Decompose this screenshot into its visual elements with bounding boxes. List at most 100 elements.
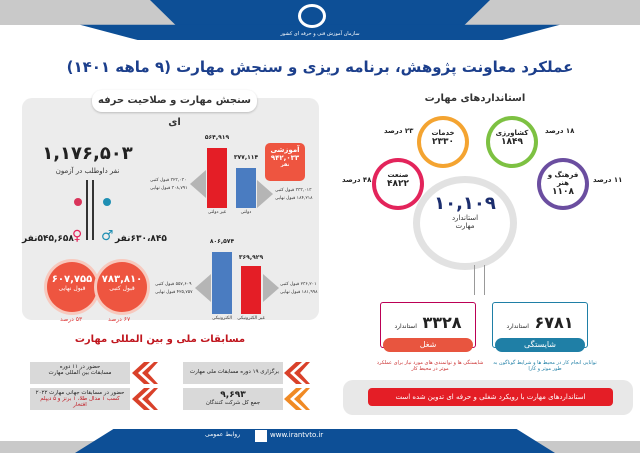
chevron-icon	[132, 388, 158, 410]
chevron-icon	[132, 362, 158, 384]
header-banner-wide	[80, 24, 560, 40]
chart1-left-note: ۳۰۸,۷۹۱ قبول نهایی	[150, 186, 188, 191]
bar-electronic-value: ۸۰۶,۵۷۴	[209, 238, 235, 245]
standards-note: استانداردهای مهارت با رویکرد شغلی و حرفه…	[368, 388, 613, 406]
category-value: ۴۸۲۲	[387, 179, 409, 189]
written-pass-label: قبول کتبی	[109, 285, 135, 292]
job-desc: شایستگی ها و توانمندی های مورد نیاز برای…	[376, 360, 484, 372]
culture-pct: ۱۱ درصد	[593, 176, 623, 184]
org-name: سازمان آموزش فنی و حرفه ای کشور	[280, 31, 360, 37]
competency-value: ۶۷۸۱	[534, 313, 574, 332]
international-competitions: حضور در ۱۱ دوره مسابقات بین المللی مهارت	[30, 362, 130, 384]
bar-electronic	[212, 252, 232, 314]
world-line2: کسب ۱ مدال طلا، ۱ برنز و ۵ دیپلم افتخار	[40, 396, 120, 408]
category-culture-art: فرهنگ و هنر ۱۱۰۸	[541, 162, 585, 206]
final-pass-circle: ۶۰۷,۷۵۵ قبول نهایی	[47, 262, 97, 312]
written-pct: ۶۷ درصد	[108, 316, 131, 323]
bar-gov-label: دولتی	[240, 210, 252, 215]
job-pill: شغل	[383, 338, 473, 352]
category-value: ۲۳۳۰	[432, 137, 454, 147]
services-pct: ۲۳ درصد	[384, 127, 414, 135]
participants-total: ۹,۶۹۳ جمع کل شرکت کنندگان	[183, 388, 283, 410]
connector	[474, 265, 475, 295]
final-pct: ۵۳ درصد	[60, 316, 83, 323]
standards-title: استانداردهای مهارت	[424, 93, 526, 104]
competency-unit: استاندارد	[506, 323, 529, 330]
chart2-right-note: ۱۸۱,۹۹۸ قبول نهایی	[280, 290, 318, 295]
total-candidates-label: نفر داوطلب در آزمون	[55, 167, 120, 175]
written-pass-value: ۷۸۳,۸۱۰	[101, 274, 143, 285]
total-standards: ۱۰,۱۰۹ استاندارد مهارت	[420, 183, 510, 263]
male-dot	[103, 198, 111, 206]
male-icon: ♂	[101, 228, 114, 244]
training-badge: آموزشی ۹۴۲,۰۳۳ نفر	[265, 143, 305, 181]
participants-value: ۹,۶۹۳	[220, 390, 246, 400]
total-standards-label: استاندارد	[451, 214, 479, 222]
category-name: خدمات	[431, 129, 455, 137]
category-name: صنعت	[387, 171, 409, 179]
badge-value: ۹۴۲,۰۳۳	[270, 154, 300, 162]
org-logo-icon	[298, 4, 326, 28]
job-standards-value: ۳۳۲۸ استاندارد	[381, 313, 475, 332]
male-count: ۶۳۰،۸۴۵نفر	[115, 234, 167, 244]
category-value: ۱۱۰۸	[552, 187, 574, 197]
total-candidates: ۱,۱۷۶,۵۰۳	[42, 143, 133, 164]
chart1-right-note: ۳۳۳,۰۱۳ قبول کتبی	[275, 188, 312, 193]
competency-desc: توانایی انجام کار در محیط ها و شرایط گون…	[493, 360, 597, 372]
category-name: فرهنگ و هنر	[547, 171, 579, 187]
chevron-icon	[284, 388, 310, 410]
final-pass-value: ۶۰۷,۷۵۵	[51, 274, 93, 285]
bar-nongov	[207, 148, 227, 208]
arrow-right-icon	[263, 274, 279, 302]
intl-line2: مسابقات بین المللی مهارت	[48, 370, 112, 376]
connector	[86, 180, 88, 240]
arrow-left-icon	[190, 170, 206, 198]
total-standards-label2: مهارت	[455, 222, 475, 230]
female-dot	[74, 198, 82, 206]
chart1-left-note: ۳۲۳,۰۳۰ قبول کتبی	[150, 178, 187, 183]
bar-nongov-label: غیر دولتی	[207, 210, 227, 215]
intl-line1: حضور در ۱۱ دوره	[59, 364, 101, 370]
chevron-icon	[284, 362, 310, 384]
national-competitions-text: برگزاری ۱۹ دوره مسابقات ملی مهارت	[189, 369, 279, 375]
category-value: ۱۸۴۹	[501, 137, 523, 147]
competitions-title: مسابقات ملی و بین المللی مهارت	[74, 334, 246, 345]
badge-label: آموزشی	[270, 146, 300, 154]
world-line1: حضور در مسابقات جهانی مهارت ۲۰۲۲	[35, 390, 125, 396]
chart2-right-note: ۲۳۶,۲۰۱ قبول کتبی	[280, 282, 317, 287]
bar-gov	[236, 168, 256, 208]
bar-nonelectronic-value: ۳۶۹,۹۲۹	[238, 254, 264, 261]
website-link[interactable]: www.irantvto.ir	[270, 431, 324, 439]
category-agriculture: کشاورزی ۱۸۴۹	[490, 120, 534, 164]
job-unit: استاندارد	[394, 323, 417, 330]
participants-label: جمع کل شرکت کنندگان	[205, 400, 261, 406]
competency-standards-value: ۶۷۸۱ استاندارد	[493, 313, 587, 332]
connector	[92, 180, 94, 240]
world-skills: حضور در مسابقات جهانی مهارت ۲۰۲۲ کسب ۱ مد…	[30, 388, 130, 410]
chart1-right-note: ۱۸۴,۲۱۸ قبول نهایی	[275, 196, 313, 201]
industry-pct: ۴۸ درصد	[342, 176, 372, 184]
category-services: خدمات ۲۳۳۰	[421, 120, 465, 164]
chart2-left-note: ۴۲۵,۷۵۷ قبول نهایی	[155, 290, 193, 295]
assessment-title: سنجش مهارت و صلاحیت حرفه ای	[92, 90, 257, 128]
female-icon: ♀	[72, 228, 83, 244]
connector	[484, 265, 485, 295]
bar-nonelectronic-label: غیر الکترونیکی	[237, 316, 265, 321]
arrow-right-icon	[257, 180, 273, 208]
page-title: عملکرد معاونت پژوهش، برنامه ریزی و سنجش …	[66, 58, 574, 76]
category-industry: صنعت ۴۸۲۲	[376, 162, 420, 206]
job-value: ۳۳۲۸	[422, 313, 462, 332]
bar-nonelectronic	[241, 266, 261, 314]
category-name: کشاورزی	[495, 129, 529, 137]
national-competitions: برگزاری ۱۹ دوره مسابقات ملی مهارت	[183, 362, 283, 384]
bar-gov-value: ۳۷۷,۱۱۴	[233, 154, 259, 161]
agriculture-pct: ۱۸ درصد	[545, 127, 575, 135]
written-pass-circle: ۷۸۳,۸۱۰ قبول کتبی	[97, 262, 147, 312]
arrow-left-icon	[195, 274, 211, 302]
chart2-left-note: ۵۵۷,۶۰۹ قبول کتبی	[155, 282, 192, 287]
final-pass-label: قبول نهایی	[58, 285, 86, 292]
competency-pill: شایستگی	[495, 338, 585, 352]
footer-dept: روابط عمومی	[205, 431, 241, 438]
bar-electronic-label: الکترونیکی	[212, 316, 232, 321]
bar-nongov-value: ۵۶۴,۹۱۹	[204, 134, 230, 141]
